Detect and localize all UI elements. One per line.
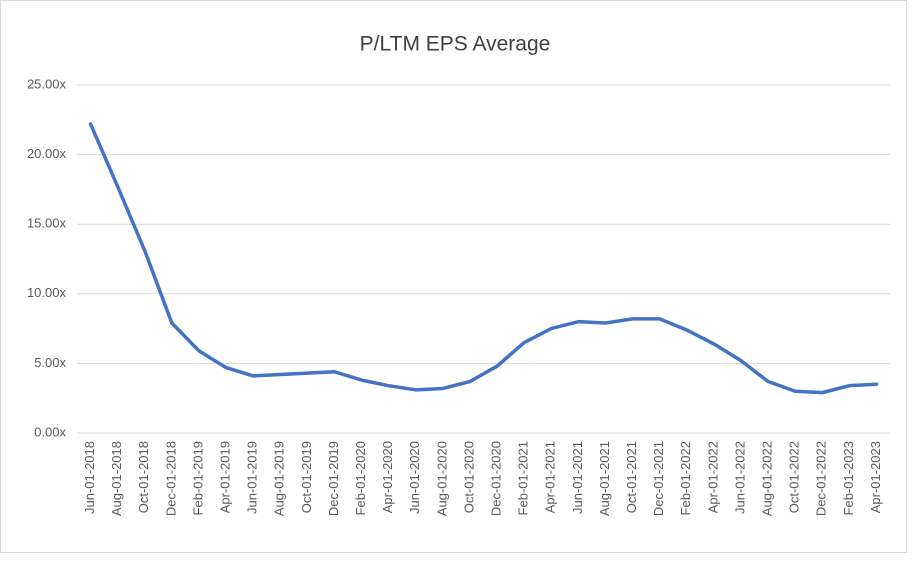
y-tick-label: 15.00x: [27, 216, 67, 231]
y-tick-label: 25.00x: [27, 76, 67, 91]
x-tick-label: Jun-01-2019: [245, 441, 260, 514]
x-tick-label: Aug-01-2019: [272, 441, 287, 516]
x-tick-label: Dec-01-2021: [651, 441, 666, 516]
x-tick-label: Dec-01-2018: [163, 441, 178, 516]
x-tick-label: Apr-01-2020: [380, 441, 395, 513]
x-tick-label: Dec-01-2020: [488, 441, 503, 516]
y-tick-label: 0.00x: [34, 424, 66, 439]
x-tick-label: Apr-01-2023: [868, 441, 883, 513]
x-tick-label: Feb-01-2020: [353, 441, 368, 515]
x-tick-label: Apr-01-2021: [543, 441, 558, 513]
x-tick-label: Feb-01-2023: [841, 441, 856, 515]
data-line: [88, 122, 879, 395]
x-tick-label: Oct-01-2021: [624, 441, 639, 513]
x-tick-label: Oct-01-2020: [461, 441, 476, 513]
x-tick-label: Aug-01-2022: [759, 441, 774, 516]
chart-title: P/LTM EPS Average: [360, 33, 551, 56]
x-tick-label: Jun-01-2021: [570, 441, 585, 514]
x-tick-label: Feb-01-2022: [678, 441, 693, 515]
x-tick-label: Aug-01-2020: [434, 441, 449, 516]
y-tick-label: 5.00x: [34, 355, 66, 370]
x-tick-label: Aug-01-2018: [109, 441, 124, 516]
x-tick-label: Feb-01-2021: [516, 441, 531, 515]
x-tick-label: Dec-01-2022: [814, 441, 829, 516]
x-tick-label: Oct-01-2019: [299, 441, 314, 513]
x-tick-label: Jun-01-2018: [82, 441, 97, 514]
chart-border: [0, 0, 907, 553]
x-tick-label: Aug-01-2021: [597, 441, 612, 516]
x-tick-label: Jun-01-2022: [732, 441, 747, 514]
y-tick-label: 20.00x: [27, 146, 67, 161]
y-tick-label: 10.00x: [27, 285, 67, 300]
x-tick-label: Apr-01-2022: [705, 441, 720, 513]
x-tick-label: Oct-01-2022: [787, 441, 802, 513]
x-tick-label: Dec-01-2019: [326, 441, 341, 516]
x-tick-label: Feb-01-2019: [190, 441, 205, 515]
x-tick-label: Oct-01-2018: [136, 441, 151, 513]
x-tick-label: Apr-01-2019: [217, 441, 232, 513]
x-tick-label: Jun-01-2020: [407, 441, 422, 514]
